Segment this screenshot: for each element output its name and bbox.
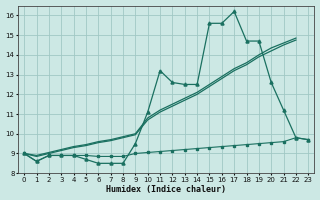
X-axis label: Humidex (Indice chaleur): Humidex (Indice chaleur) (106, 185, 226, 194)
